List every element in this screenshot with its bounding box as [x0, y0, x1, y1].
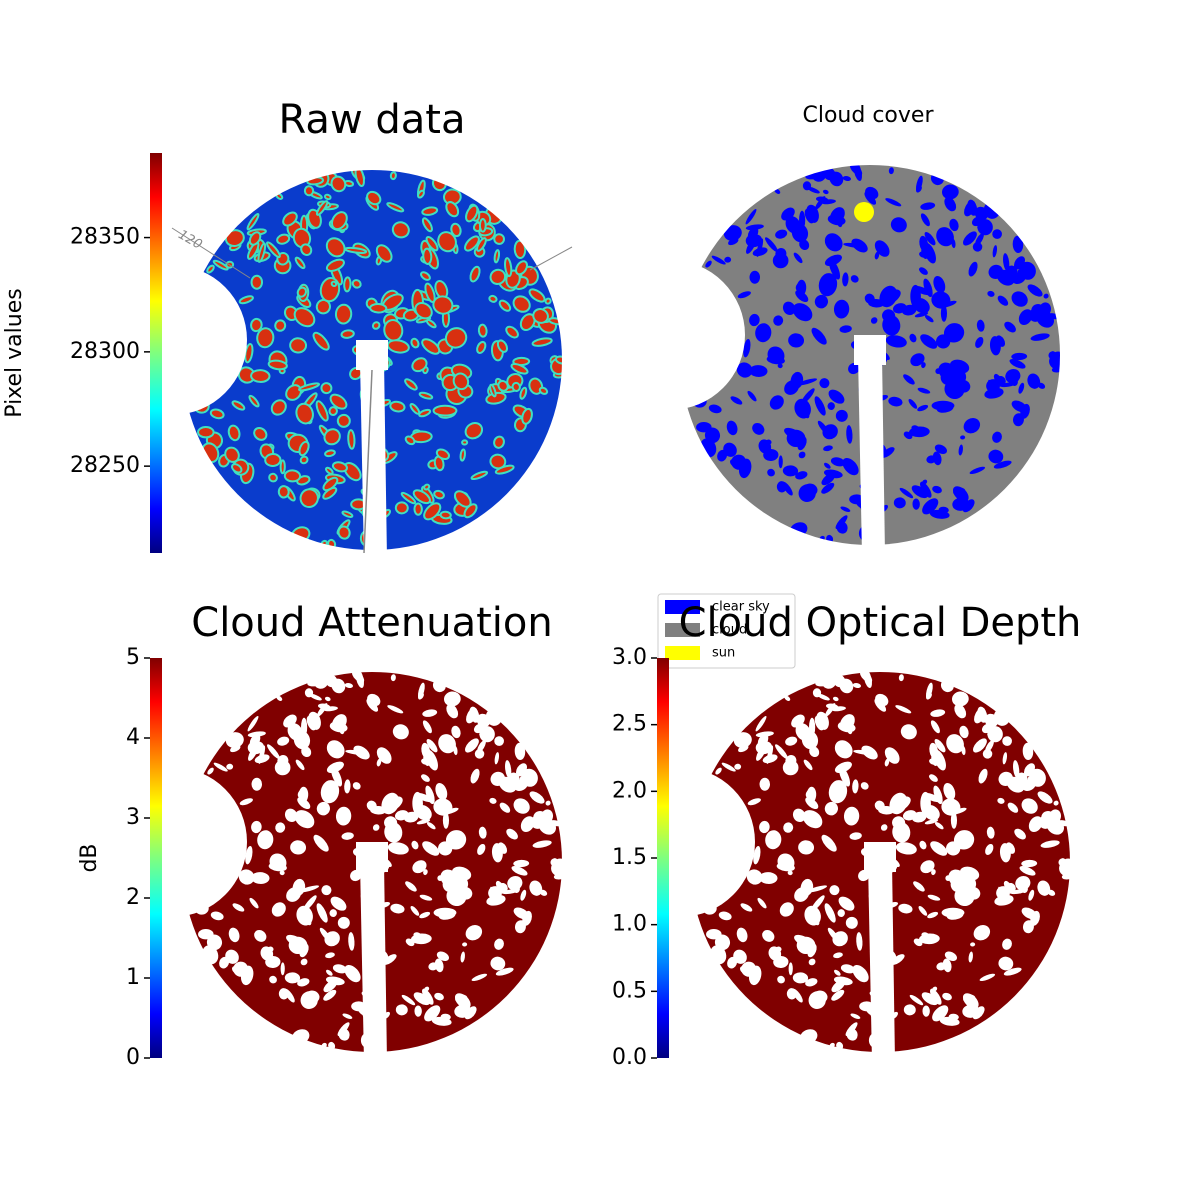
sky-image: [687, 669, 1076, 1052]
panel-title: Cloud cover: [803, 103, 935, 128]
colorbar-tick-label: 2.5: [612, 712, 647, 737]
colorbar-tick-label: 3.0: [612, 645, 647, 670]
colorbar-tick-label: 1: [126, 965, 140, 990]
legend-label: clear sky: [712, 600, 770, 615]
legend-label: sun: [712, 646, 735, 661]
colorbar-tick-label: 1.0: [612, 912, 647, 937]
colorbar-label: dB: [77, 843, 102, 872]
legend-label: cloud: [712, 623, 747, 638]
sky-image: [178, 166, 569, 550]
colorbar-tick-label: 5: [126, 645, 140, 670]
sun-marker: [854, 202, 874, 222]
grid-line: [529, 246, 573, 271]
colorbar: [150, 153, 162, 553]
colorbar-label: Pixel values: [2, 288, 27, 417]
legend-swatch: [665, 600, 700, 614]
colorbar: [150, 658, 162, 1058]
panel-title: Raw data: [279, 97, 466, 143]
colorbar-tick-label: 28350: [70, 225, 140, 250]
legend-swatch: [665, 623, 700, 637]
sky-image: [677, 162, 1066, 545]
colorbar-tick-label: 28250: [70, 453, 140, 478]
colorbar-tick-label: 0.0: [612, 1045, 647, 1070]
colorbar-tick-label: 4: [126, 725, 140, 750]
colorbar-tick-label: 2.0: [612, 778, 647, 803]
legend-swatch: [665, 646, 700, 660]
panel-title: Cloud Optical Depth: [679, 600, 1082, 646]
colorbar: [657, 658, 669, 1058]
colorbar-tick-label: 0: [126, 1045, 140, 1070]
grid-line: [363, 369, 373, 554]
sky-image: [179, 669, 568, 1052]
colorbar-tick-label: 0.5: [612, 978, 647, 1003]
colorbar-tick-label: 3: [126, 805, 140, 830]
panel-title: Cloud Attenuation: [191, 600, 552, 646]
colorbar-tick-label: 28300: [70, 339, 140, 364]
colorbar-tick-label: 2: [126, 885, 140, 910]
colorbar-tick-label: 1.5: [612, 845, 647, 870]
grid-line: [171, 227, 251, 279]
